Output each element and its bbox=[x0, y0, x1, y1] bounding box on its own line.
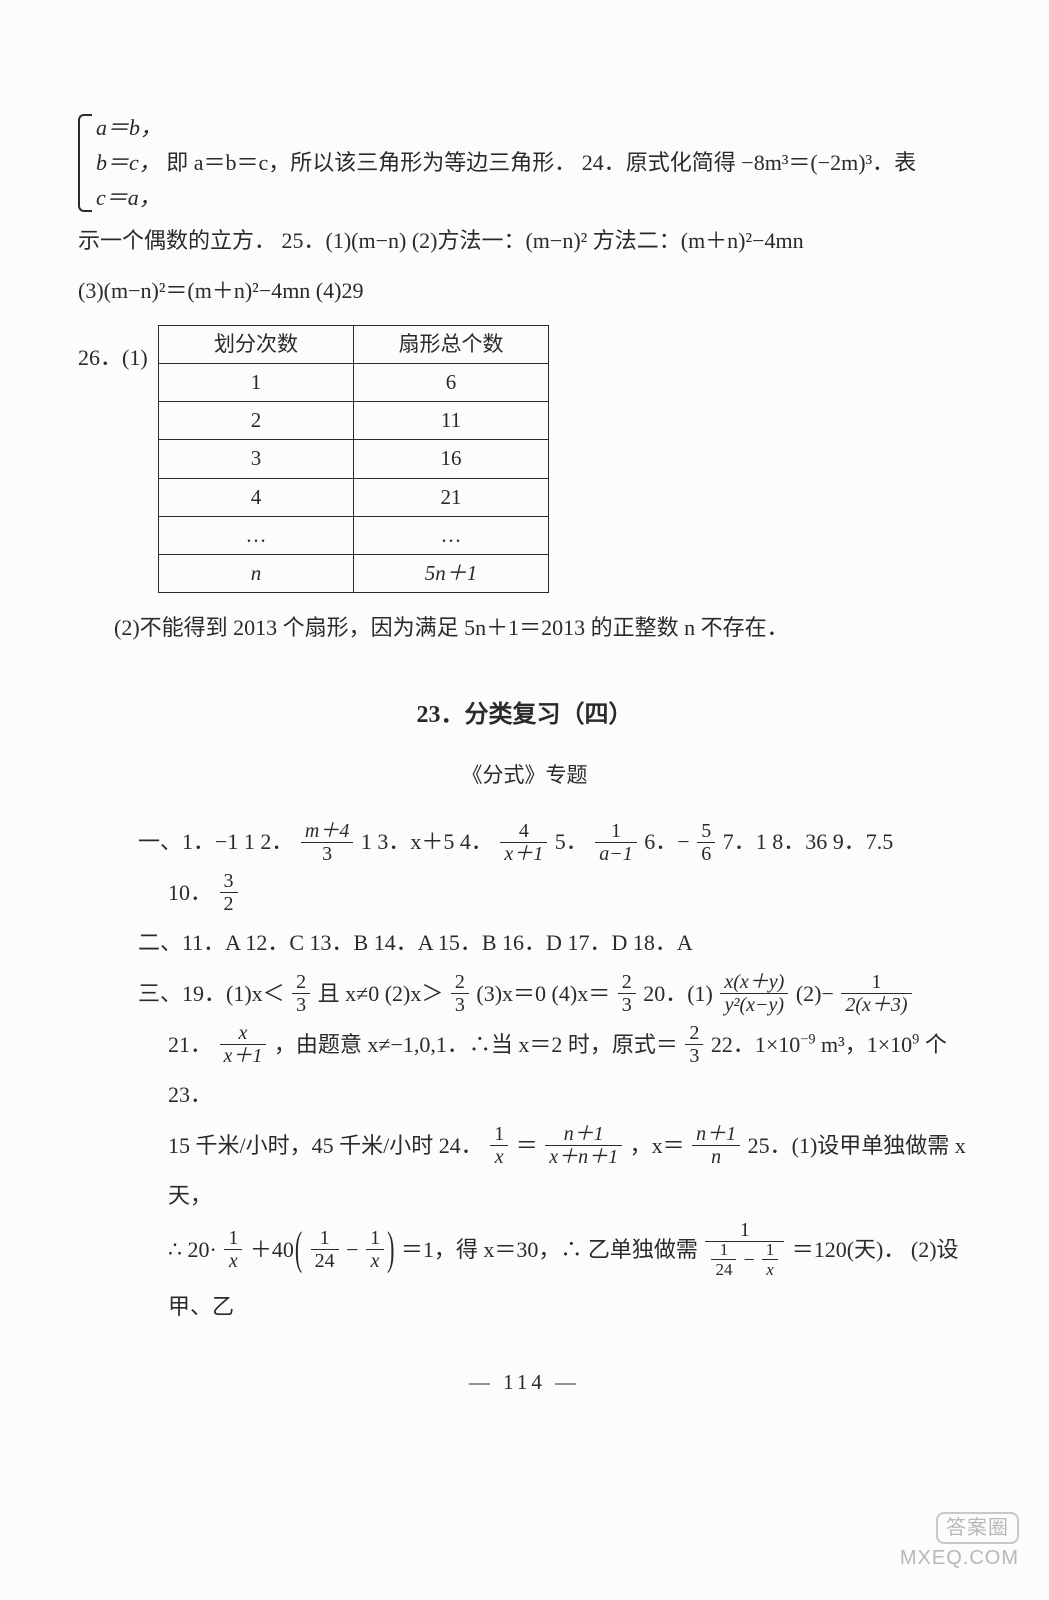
brace-block: a＝b， b＝c， 即 a＝b＝c，所以该三角形为等边三角形． 24．原式化简得… bbox=[78, 110, 916, 216]
table-header: 划分次数 bbox=[159, 325, 354, 363]
section-title: 23．分类复习（四） bbox=[78, 688, 971, 743]
page-number: — 114 — bbox=[78, 1358, 971, 1406]
q26-wrap: 26．(1) 划分次数 扇形总个数 16 211 316 421 …… n5n＋… bbox=[78, 325, 971, 593]
fraction: 23 bbox=[618, 972, 636, 1015]
section-subtitle: 《分式》专题 bbox=[78, 751, 971, 799]
table-row: 316 bbox=[159, 440, 549, 478]
text-line: (3)(m−n)²＝(m＋n)²−4mn (4)29 bbox=[78, 266, 971, 317]
fraction: n＋1x＋n＋1 bbox=[545, 1124, 622, 1167]
fraction: 124 bbox=[311, 1228, 339, 1271]
fraction: 1x bbox=[366, 1228, 384, 1271]
brace-row: a＝b， bbox=[96, 110, 916, 145]
brace-row: c＝a， bbox=[96, 180, 916, 215]
table-row: 16 bbox=[159, 363, 549, 401]
watermark: 答案圈 MXEQ.COM bbox=[900, 1512, 1019, 1570]
answer-row-1: 一、1．−1 1 2． m＋43 1 3．x＋5 4． 4x＋1 5． 1a−1… bbox=[78, 817, 971, 868]
fraction: 1x bbox=[224, 1228, 242, 1271]
fraction: 12(x＋3) bbox=[841, 972, 911, 1015]
fraction: 32 bbox=[220, 871, 238, 914]
big-paren-right: ) bbox=[387, 1196, 394, 1302]
table-header-row: 划分次数 扇形总个数 bbox=[159, 325, 549, 363]
table-row: 421 bbox=[159, 478, 549, 516]
answer-row-2: 二、11．A 12．C 13．B 14．A 15．B 16．D 17．D 18．… bbox=[78, 918, 971, 969]
fraction: 56 bbox=[697, 821, 715, 864]
answer-row-6: ∴ 20· 1x ＋40( 124 − 1x) ＝1，得 x＝30，∴ 乙单独做… bbox=[78, 1222, 971, 1333]
big-paren-left: ( bbox=[295, 1196, 302, 1302]
fraction: m＋43 bbox=[301, 821, 353, 864]
fraction: n＋1n bbox=[692, 1124, 740, 1167]
fraction: 23 bbox=[451, 972, 469, 1015]
answer-row-5: 15 千米/小时，45 千米/小时 24． 1x ＝ n＋1x＋n＋1 ，x＝ … bbox=[78, 1121, 971, 1222]
brace-system-line: a＝b， b＝c， 即 a＝b＝c，所以该三角形为等边三角形． 24．原式化简得… bbox=[78, 110, 971, 216]
answers-block: 一、1．−1 1 2． m＋43 1 3．x＋5 4． 4x＋1 5． 1a−1… bbox=[78, 817, 971, 1332]
table-row: 211 bbox=[159, 402, 549, 440]
q26-label: 26．(1) bbox=[78, 325, 156, 384]
fraction: xx＋1 bbox=[220, 1023, 267, 1066]
fraction: 1x bbox=[490, 1124, 508, 1167]
table-header: 扇形总个数 bbox=[354, 325, 549, 363]
watermark-en: MXEQ.COM bbox=[900, 1547, 1019, 1569]
answer-row-3: 三、19．(1)x＜ 23 且 x≠0 (2)x＞ 23 (3)x＝0 (4)x… bbox=[78, 969, 971, 1020]
text-line: 示一个偶数的立方． 25．(1)(m−n) (2)方法一：(m−n)² 方法二：… bbox=[78, 216, 971, 267]
q26-table: 划分次数 扇形总个数 16 211 316 421 …… n5n＋1 bbox=[158, 325, 549, 593]
q26-part2: (2)不能得到 2013 个扇形，因为满足 5n＋1＝2013 的正整数 n 不… bbox=[78, 603, 971, 654]
fraction: 1a−1 bbox=[595, 821, 637, 864]
table-row: …… bbox=[159, 516, 549, 554]
after-brace-text: 即 a＝b＝c，所以该三角形为等边三角形． 24．原式化简得 −8m³＝(−2m… bbox=[166, 150, 916, 175]
answer-row-4: 21． xx＋1 ，由题意 x≠−1,0,1．∴当 x＝2 时，原式＝ 23 2… bbox=[78, 1020, 971, 1121]
answer-row-1b: 10． 32 bbox=[78, 868, 971, 919]
watermark-cn: 答案圈 bbox=[936, 1512, 1019, 1544]
complex-fraction: 1 124 − 1x bbox=[705, 1220, 784, 1280]
brace-row: b＝c， 即 a＝b＝c，所以该三角形为等边三角形． 24．原式化简得 −8m³… bbox=[96, 145, 916, 180]
fraction: 4x＋1 bbox=[500, 821, 547, 864]
fraction: 23 bbox=[292, 972, 310, 1015]
fraction: x(x＋y)y²(x−y) bbox=[720, 972, 788, 1015]
fraction: 23 bbox=[685, 1023, 703, 1066]
table-row: n5n＋1 bbox=[159, 554, 549, 592]
